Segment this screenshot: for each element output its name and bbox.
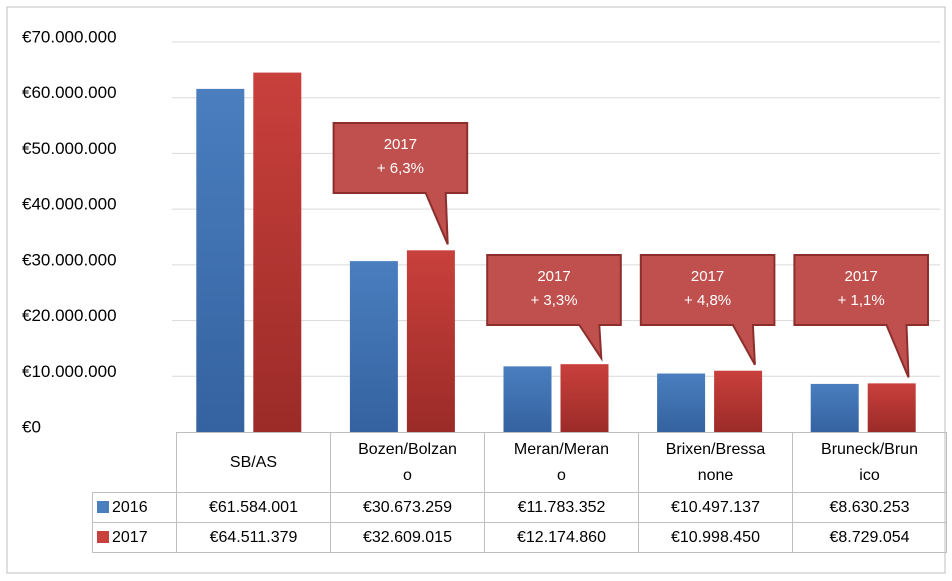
callout-text: + 4,8% [684,292,731,309]
bar [867,383,916,432]
callout-text: 2017 [691,268,724,285]
value-cell: €8.729.054 [792,522,947,553]
y-tick-label: €10.000.000 [22,362,117,381]
category-cell: Bozen/Bolzano [330,432,485,493]
value-cell: €11.783.352 [484,492,639,523]
y-tick-label: €30.000.000 [22,250,117,269]
bar [503,366,552,432]
callout-text: 2017 [537,268,570,285]
bar [810,383,859,432]
callout-box [332,122,469,245]
callout-text: + 3,3% [530,292,577,309]
category-cell: SB/AS [176,432,331,493]
legend-swatch [97,530,109,543]
value-cell: €12.174.860 [484,522,639,553]
table-row: 2017 €64.511.379 €32.609.015 €12.174.860 €10… [92,522,947,553]
callout-text: 2017 [845,268,878,285]
category-cell: Bruneck/Brunico [792,432,947,493]
y-tick-label: €50.000.000 [22,139,117,158]
callout: 2017 + 6,3% [332,122,469,245]
y-tick-label: €40.000.000 [22,195,117,214]
bar [406,250,455,432]
callout-text: + 6,3% [377,160,424,177]
callout-text: 2017 [384,136,417,153]
y-tick-label: €60.000.000 [22,83,117,102]
legend-cell: 2017 [92,522,177,553]
y-tick-label: €70.000.000 [22,27,117,46]
data-table: SB/AS Bozen/Bolzano Meran/Merano Brixen/Bre… [92,432,947,553]
value-cell: €8.630.253 [792,492,947,523]
x-tick-label: Bozen/Bolzano [358,440,457,484]
value-cell: €30.673.259 [330,492,485,523]
legend-label: 2016 [112,498,148,516]
bar [196,88,245,433]
value-cell: €10.497.137 [638,492,793,523]
bar [714,370,763,432]
category-cell: Meran/Merano [484,432,639,493]
bar [657,373,706,432]
value-cell: €64.511.379 [176,522,331,553]
bar [349,261,398,432]
callout-box [639,254,776,366]
x-tick-label: Meran/Merano [513,440,610,484]
table-row: 2016 €61.584.001 €30.673.259 €11.783.352 €10… [92,492,947,523]
value-cell: €10.998.450 [638,522,793,553]
callout: 2017 + 3,3% [486,254,622,362]
callout: 2017 + 4,8% [639,254,776,366]
callout: 2017 + 1,1% [793,254,929,378]
value-cell: €32.609.015 [330,522,485,553]
legend-swatch [97,500,109,513]
bar [560,364,609,432]
x-tick-label: Brixen/Bressanone [665,440,766,484]
category-cell: Brixen/Bressanone [638,432,793,493]
bar [253,72,302,432]
chart-border [6,6,946,574]
legend-cell: 2016 [92,492,177,523]
callout-box [793,254,929,378]
callout-box [486,254,622,362]
callout-text: + 1,1% [838,292,885,309]
x-tick-label: SB/AS [229,453,278,471]
value-cell: €61.584.001 [176,492,331,523]
y-tick-label: €0 [22,417,41,436]
legend-label: 2017 [112,528,148,546]
y-tick-label: €20.000.000 [22,306,117,325]
table-corner [92,432,177,493]
table-header-row: SB/AS Bozen/Bolzano Meran/Merano Brixen/Bre… [92,432,947,493]
x-tick-label: Bruneck/Brunico [821,440,918,484]
